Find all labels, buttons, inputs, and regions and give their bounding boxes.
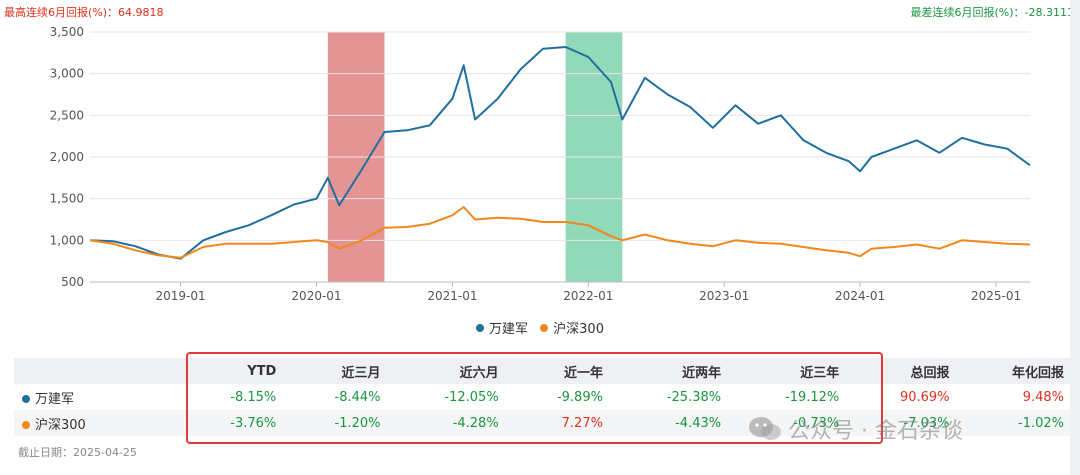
row-name: 万建军 <box>14 384 180 410</box>
table-cell: -1.02% <box>957 410 1072 436</box>
y-tick-label: 500 <box>61 275 84 289</box>
table-cell: -25.38% <box>610 384 730 410</box>
table-cell: -8.44% <box>284 384 389 410</box>
series-dot-icon <box>22 420 30 429</box>
series-dot-icon <box>22 394 30 403</box>
table-cell: -4.28% <box>388 410 507 436</box>
row-name: 沪深300 <box>14 410 180 436</box>
best-6m-return-label: 最高连续6月回报(%)：64.9818 <box>4 6 164 19</box>
y-tick-label: 2,000 <box>50 150 84 164</box>
worst-6m-return-label: 最差连续6月回报(%)：-28.3111 <box>910 6 1074 19</box>
table-cell: -8.15% <box>180 384 285 410</box>
y-tick-label: 3,000 <box>50 67 84 81</box>
y-tick-label: 1,000 <box>50 233 84 247</box>
watermark: 公众号 · 金石杂谈 <box>748 413 963 445</box>
table-header: 总回报 <box>847 358 958 384</box>
table-cell: -12.05% <box>388 384 507 410</box>
chart-legend: 万建军 沪深300 <box>0 318 1080 337</box>
table-header: YTD <box>180 358 285 384</box>
legend-dot-icon <box>540 323 549 332</box>
table-header: 近一年 <box>506 358 611 384</box>
highlight-box <box>186 352 883 444</box>
legend-item-fund[interactable]: 万建军 <box>476 318 528 337</box>
table-cell: -3.76% <box>180 410 285 436</box>
table-row: 万建军 -8.15% -8.44% -12.05% -9.89% -25.38% -19.1… <box>14 384 1072 410</box>
series-line-1 <box>89 206 1031 259</box>
legend-dot-icon <box>476 323 484 332</box>
table-row: 沪深300 -3.76% -1.20% -4.28% 7.27% -4.43% -0.73%… <box>14 410 1072 436</box>
as-of-date: 截止日期：2025-04-25 <box>18 446 137 459</box>
x-tick-label: 2023-01 <box>699 289 749 303</box>
table-cell: -1.20% <box>284 410 389 436</box>
table-cell: 90.69% <box>847 384 958 410</box>
table-cell: -19.12% <box>729 384 848 410</box>
y-tick-label: 1,500 <box>50 192 84 206</box>
table-header: 年化回报 <box>957 358 1072 384</box>
legend-item-index[interactable]: 沪深300 <box>540 318 604 337</box>
line-chart: 500 1,000 1,500 2,000 2,500 3,000 3,500 2019-01… <box>50 25 1031 303</box>
x-tick-label: 2024-01 <box>835 289 885 303</box>
table-cell: -9.89% <box>506 384 611 410</box>
table-cell: -4.43% <box>610 410 730 436</box>
x-tick-label: 2020-01 <box>291 289 341 303</box>
x-tick-label: 2021-01 <box>427 289 477 303</box>
series-line-0 <box>89 46 1031 260</box>
wechat-icon <box>749 417 781 440</box>
x-tick-label: 2019-01 <box>156 289 206 303</box>
table-header: 近三月 <box>284 358 389 384</box>
x-tick-label: 2022-01 <box>563 289 613 303</box>
table-header: 近六月 <box>388 358 507 384</box>
table-header: 近两年 <box>610 358 730 384</box>
table-cell: -7.03% <box>847 410 958 436</box>
legend-label: 万建军 <box>489 322 529 337</box>
scroll-edge <box>1070 0 1080 475</box>
table-cell: 7.27% <box>506 410 611 436</box>
table-header <box>14 358 180 384</box>
table-header-row: YTD 近三月 近六月 近一年 近两年 近三年 总回报 年化回报 <box>14 358 1072 384</box>
y-tick-label: 2,500 <box>50 108 84 122</box>
x-tick-label: 2025-01 <box>971 289 1021 303</box>
table-cell: 9.48% <box>957 384 1072 410</box>
returns-table: YTD 近三月 近六月 近一年 近两年 近三年 总回报 年化回报 万建军 -8.1… <box>14 358 1072 436</box>
y-tick-label: 3,500 <box>50 25 84 39</box>
legend-label: 沪深300 <box>553 322 604 337</box>
table-header: 近三年 <box>729 358 848 384</box>
table-cell: -0.73% <box>729 410 848 436</box>
